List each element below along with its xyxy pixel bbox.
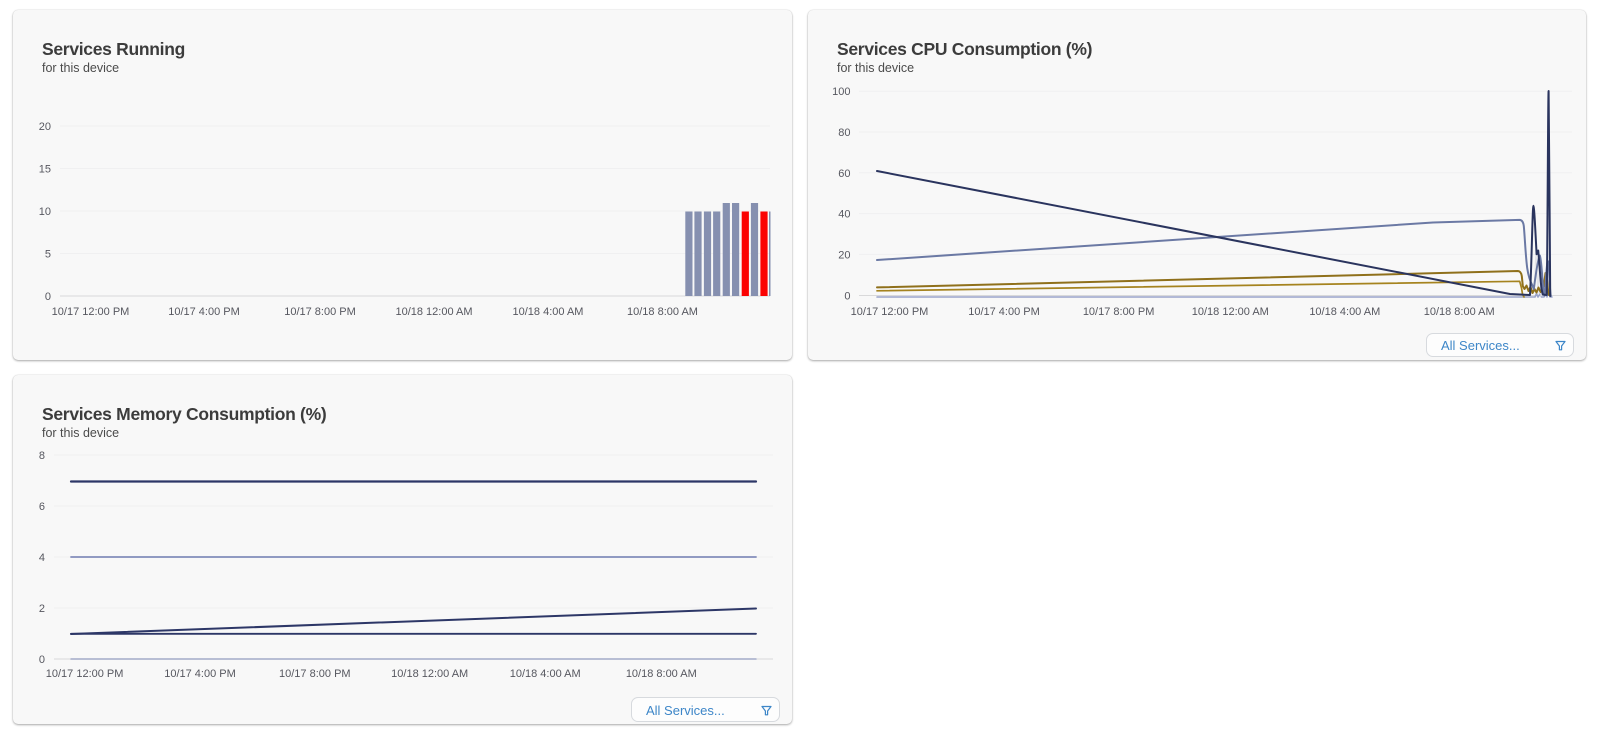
svg-text:0: 0 xyxy=(39,654,45,666)
svg-text:20: 20 xyxy=(39,121,51,133)
svg-text:10/17 4:00 PM: 10/17 4:00 PM xyxy=(164,668,236,680)
svg-text:100: 100 xyxy=(832,86,850,98)
svg-text:10/17 8:00 PM: 10/17 8:00 PM xyxy=(1083,306,1155,318)
svg-text:5: 5 xyxy=(45,249,51,261)
svg-text:60: 60 xyxy=(838,168,850,180)
svg-text:10/18 12:00 AM: 10/18 12:00 AM xyxy=(391,668,468,680)
svg-text:10/17 8:00 PM: 10/17 8:00 PM xyxy=(284,306,356,318)
svg-text:10/18 12:00 AM: 10/18 12:00 AM xyxy=(1192,306,1269,318)
svg-text:10/17 8:00 PM: 10/17 8:00 PM xyxy=(279,668,351,680)
svg-text:20: 20 xyxy=(838,249,850,261)
svg-text:40: 40 xyxy=(838,209,850,221)
svg-text:10/18 8:00 AM: 10/18 8:00 AM xyxy=(626,668,697,680)
svg-text:10/18 4:00 AM: 10/18 4:00 AM xyxy=(1309,306,1380,318)
svg-text:80: 80 xyxy=(838,127,850,139)
svg-text:4: 4 xyxy=(39,552,45,564)
svg-text:10/18 4:00 AM: 10/18 4:00 AM xyxy=(513,306,584,318)
svg-text:10/18 8:00 AM: 10/18 8:00 AM xyxy=(1424,306,1495,318)
svg-text:10/17 12:00 PM: 10/17 12:00 PM xyxy=(46,668,124,680)
svg-text:6: 6 xyxy=(39,501,45,513)
svg-text:8: 8 xyxy=(39,450,45,462)
svg-text:10/17 12:00 PM: 10/17 12:00 PM xyxy=(52,306,130,318)
svg-text:10/18 12:00 AM: 10/18 12:00 AM xyxy=(395,306,472,318)
svg-text:10/17 4:00 PM: 10/17 4:00 PM xyxy=(168,306,240,318)
svg-text:10/18 4:00 AM: 10/18 4:00 AM xyxy=(510,668,581,680)
svg-text:0: 0 xyxy=(844,291,850,303)
svg-text:2: 2 xyxy=(39,603,45,615)
svg-text:15: 15 xyxy=(39,164,51,176)
svg-text:10/17 12:00 PM: 10/17 12:00 PM xyxy=(851,306,929,318)
svg-text:10: 10 xyxy=(39,206,51,218)
svg-text:0: 0 xyxy=(45,291,51,303)
svg-text:10/17 4:00 PM: 10/17 4:00 PM xyxy=(968,306,1040,318)
svg-text:10/18 8:00 AM: 10/18 8:00 AM xyxy=(627,306,698,318)
